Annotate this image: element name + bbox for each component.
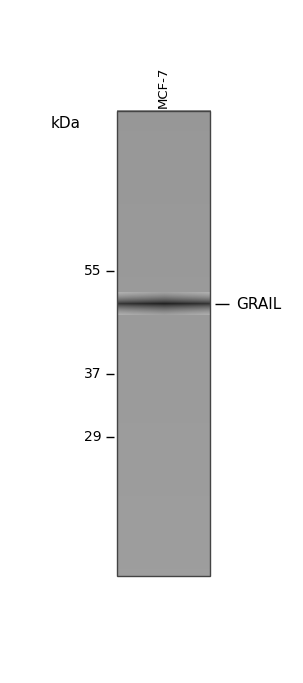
Text: kDa: kDa [51,116,81,131]
Text: GRAIL: GRAIL [236,296,281,311]
Text: 29: 29 [84,430,101,444]
Text: 37: 37 [84,367,101,381]
Bar [117,111,211,576]
Text: MCF-7: MCF-7 [157,67,170,108]
Text: 55: 55 [84,264,101,279]
